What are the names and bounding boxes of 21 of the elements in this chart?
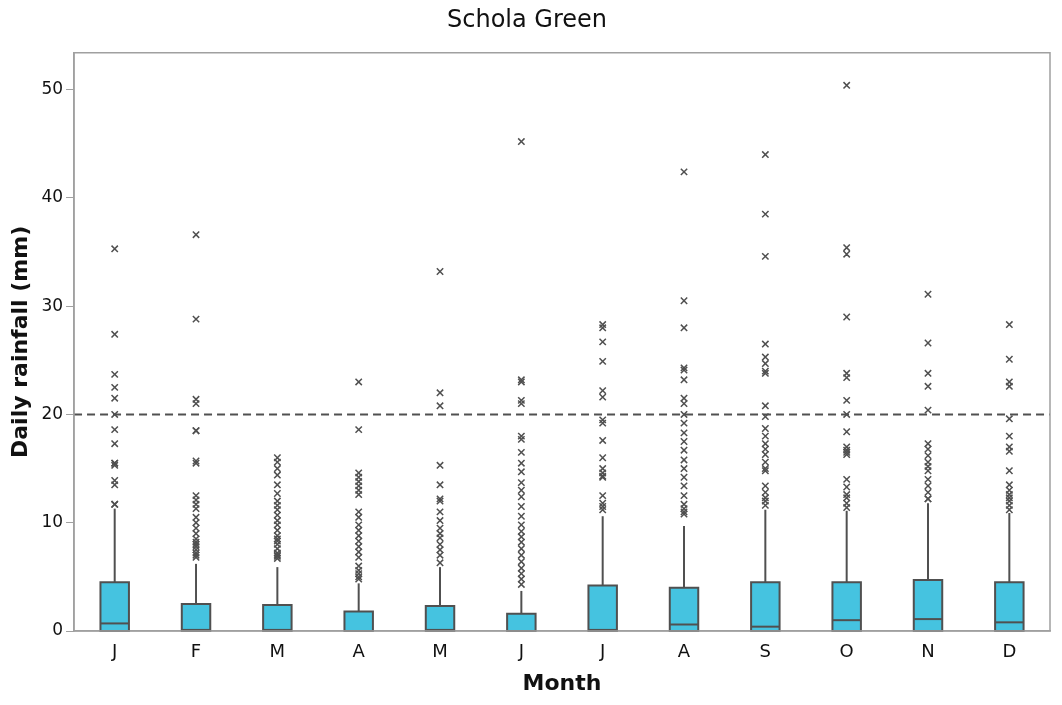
x-tick-label: J (517, 640, 525, 662)
x-tick-label: O (839, 640, 854, 662)
x-tick-label: S (759, 640, 772, 662)
x-tick-label: A (677, 640, 691, 662)
y-tick-label: 40 (41, 186, 64, 207)
x-tick-label: A (352, 640, 366, 662)
x-tick-label: M (432, 640, 448, 662)
chart-title: Schola Green (446, 4, 608, 33)
y-axis-title: Daily rainfall (mm) (6, 225, 32, 458)
y-tick-label: 30 (41, 294, 64, 315)
x-axis-title: Month (522, 669, 602, 695)
x-tick-label: J (111, 640, 118, 662)
x-tick-label: F (190, 640, 202, 662)
y-tick-label: 20 (41, 402, 64, 423)
y-tick-label: 50 (41, 78, 64, 99)
y-tick-label: 10 (41, 511, 64, 532)
x-tick-label: D (1002, 640, 1017, 662)
x-tick-label: M (269, 640, 286, 662)
x-tick-label: N (921, 640, 935, 662)
y-tick-label: 0 (52, 619, 64, 640)
x-tick-label: J (599, 640, 606, 662)
